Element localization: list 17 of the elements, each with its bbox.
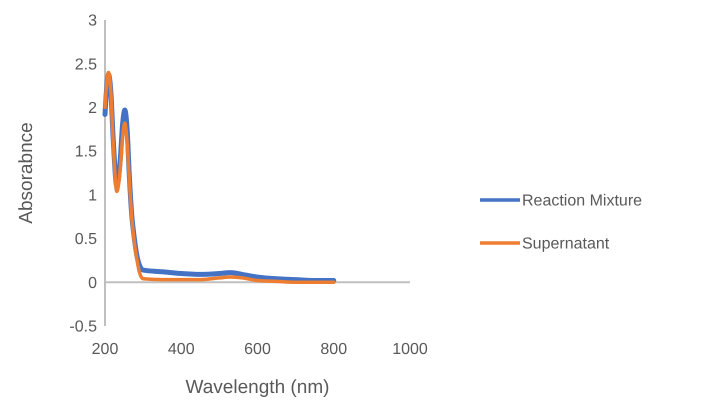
legend-label: Reaction Mixture xyxy=(522,192,642,210)
y-tick-label: 2 xyxy=(88,100,98,118)
y-tick-label: 1.5 xyxy=(74,144,98,161)
x-tick-label: 200 xyxy=(92,341,118,358)
x-tick-label: 400 xyxy=(168,341,195,358)
x-tick-label: 600 xyxy=(244,341,271,358)
y-tick-label: 1 xyxy=(88,187,98,204)
y-tick-label: 2.5 xyxy=(74,56,98,74)
x-tick-label: 800 xyxy=(320,341,348,358)
y-tick-label: 0 xyxy=(88,274,98,292)
y-tick-label: -0.5 xyxy=(69,318,98,336)
y-axis-title: Absorabnce xyxy=(16,122,37,224)
x-tick-label: 1000 xyxy=(392,341,428,358)
legend-label: Supernatant xyxy=(522,236,610,253)
y-tick-label: 3 xyxy=(88,12,98,30)
x-axis-title: Wavelength (nm) xyxy=(186,377,330,398)
y-tick-label: 0.5 xyxy=(74,231,98,248)
